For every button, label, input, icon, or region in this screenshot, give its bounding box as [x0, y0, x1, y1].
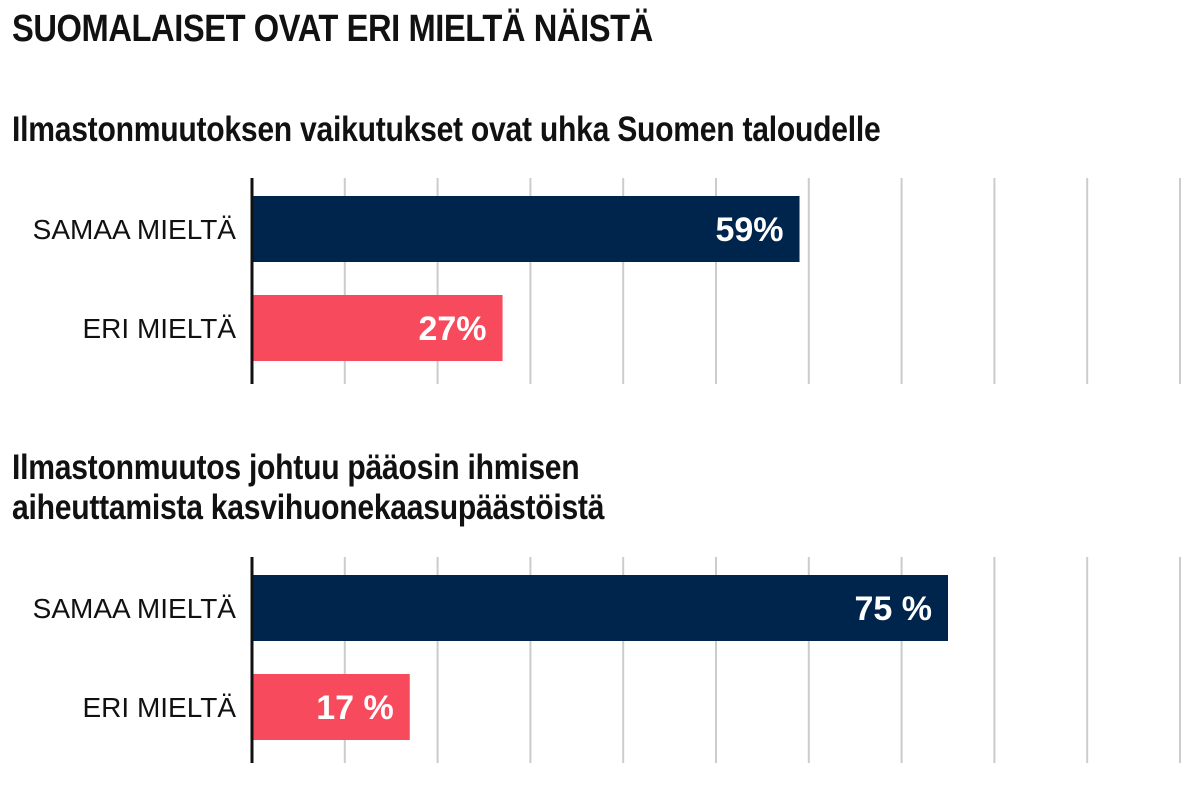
value-label: 75 % — [855, 590, 933, 628]
chart-1: SAMAA MIELTÄ 59% ERI MIELTÄ 27% — [33, 178, 1181, 384]
bar-agree — [252, 196, 800, 262]
category-label: ERI MIELTÄ — [82, 313, 236, 344]
chart-2: SAMAA MIELTÄ 75 % ERI MIELTÄ 17 % — [33, 557, 1181, 763]
category-label: SAMAA MIELTÄ — [33, 214, 237, 245]
bar-disagree — [252, 674, 410, 740]
page-title: SUOMALAISET OVAT ERI MIELTÄ NÄISTÄ — [12, 8, 653, 50]
value-label: 27% — [418, 310, 486, 348]
chart-1-title-line: Ilmastonmuutoksen vaikutukset ovat uhka … — [12, 110, 881, 149]
bar-disagree — [252, 295, 503, 361]
category-label: SAMAA MIELTÄ — [33, 593, 237, 624]
bar-agree — [252, 575, 948, 641]
value-label: 59% — [715, 211, 783, 249]
chart-2-title: Ilmastonmuutos johtuu pääosin ihmisen ai… — [12, 448, 604, 528]
chart-2-title-line-1: Ilmastonmuutos johtuu pääosin ihmisen — [12, 448, 580, 487]
chart-1-title: Ilmastonmuutoksen vaikutukset ovat uhka … — [12, 110, 881, 150]
chart-2-title-line-2: aiheuttamista kasvihuonekaasupäästöistä — [12, 488, 605, 527]
category-label: ERI MIELTÄ — [82, 692, 236, 723]
value-label: 17 % — [316, 689, 394, 727]
